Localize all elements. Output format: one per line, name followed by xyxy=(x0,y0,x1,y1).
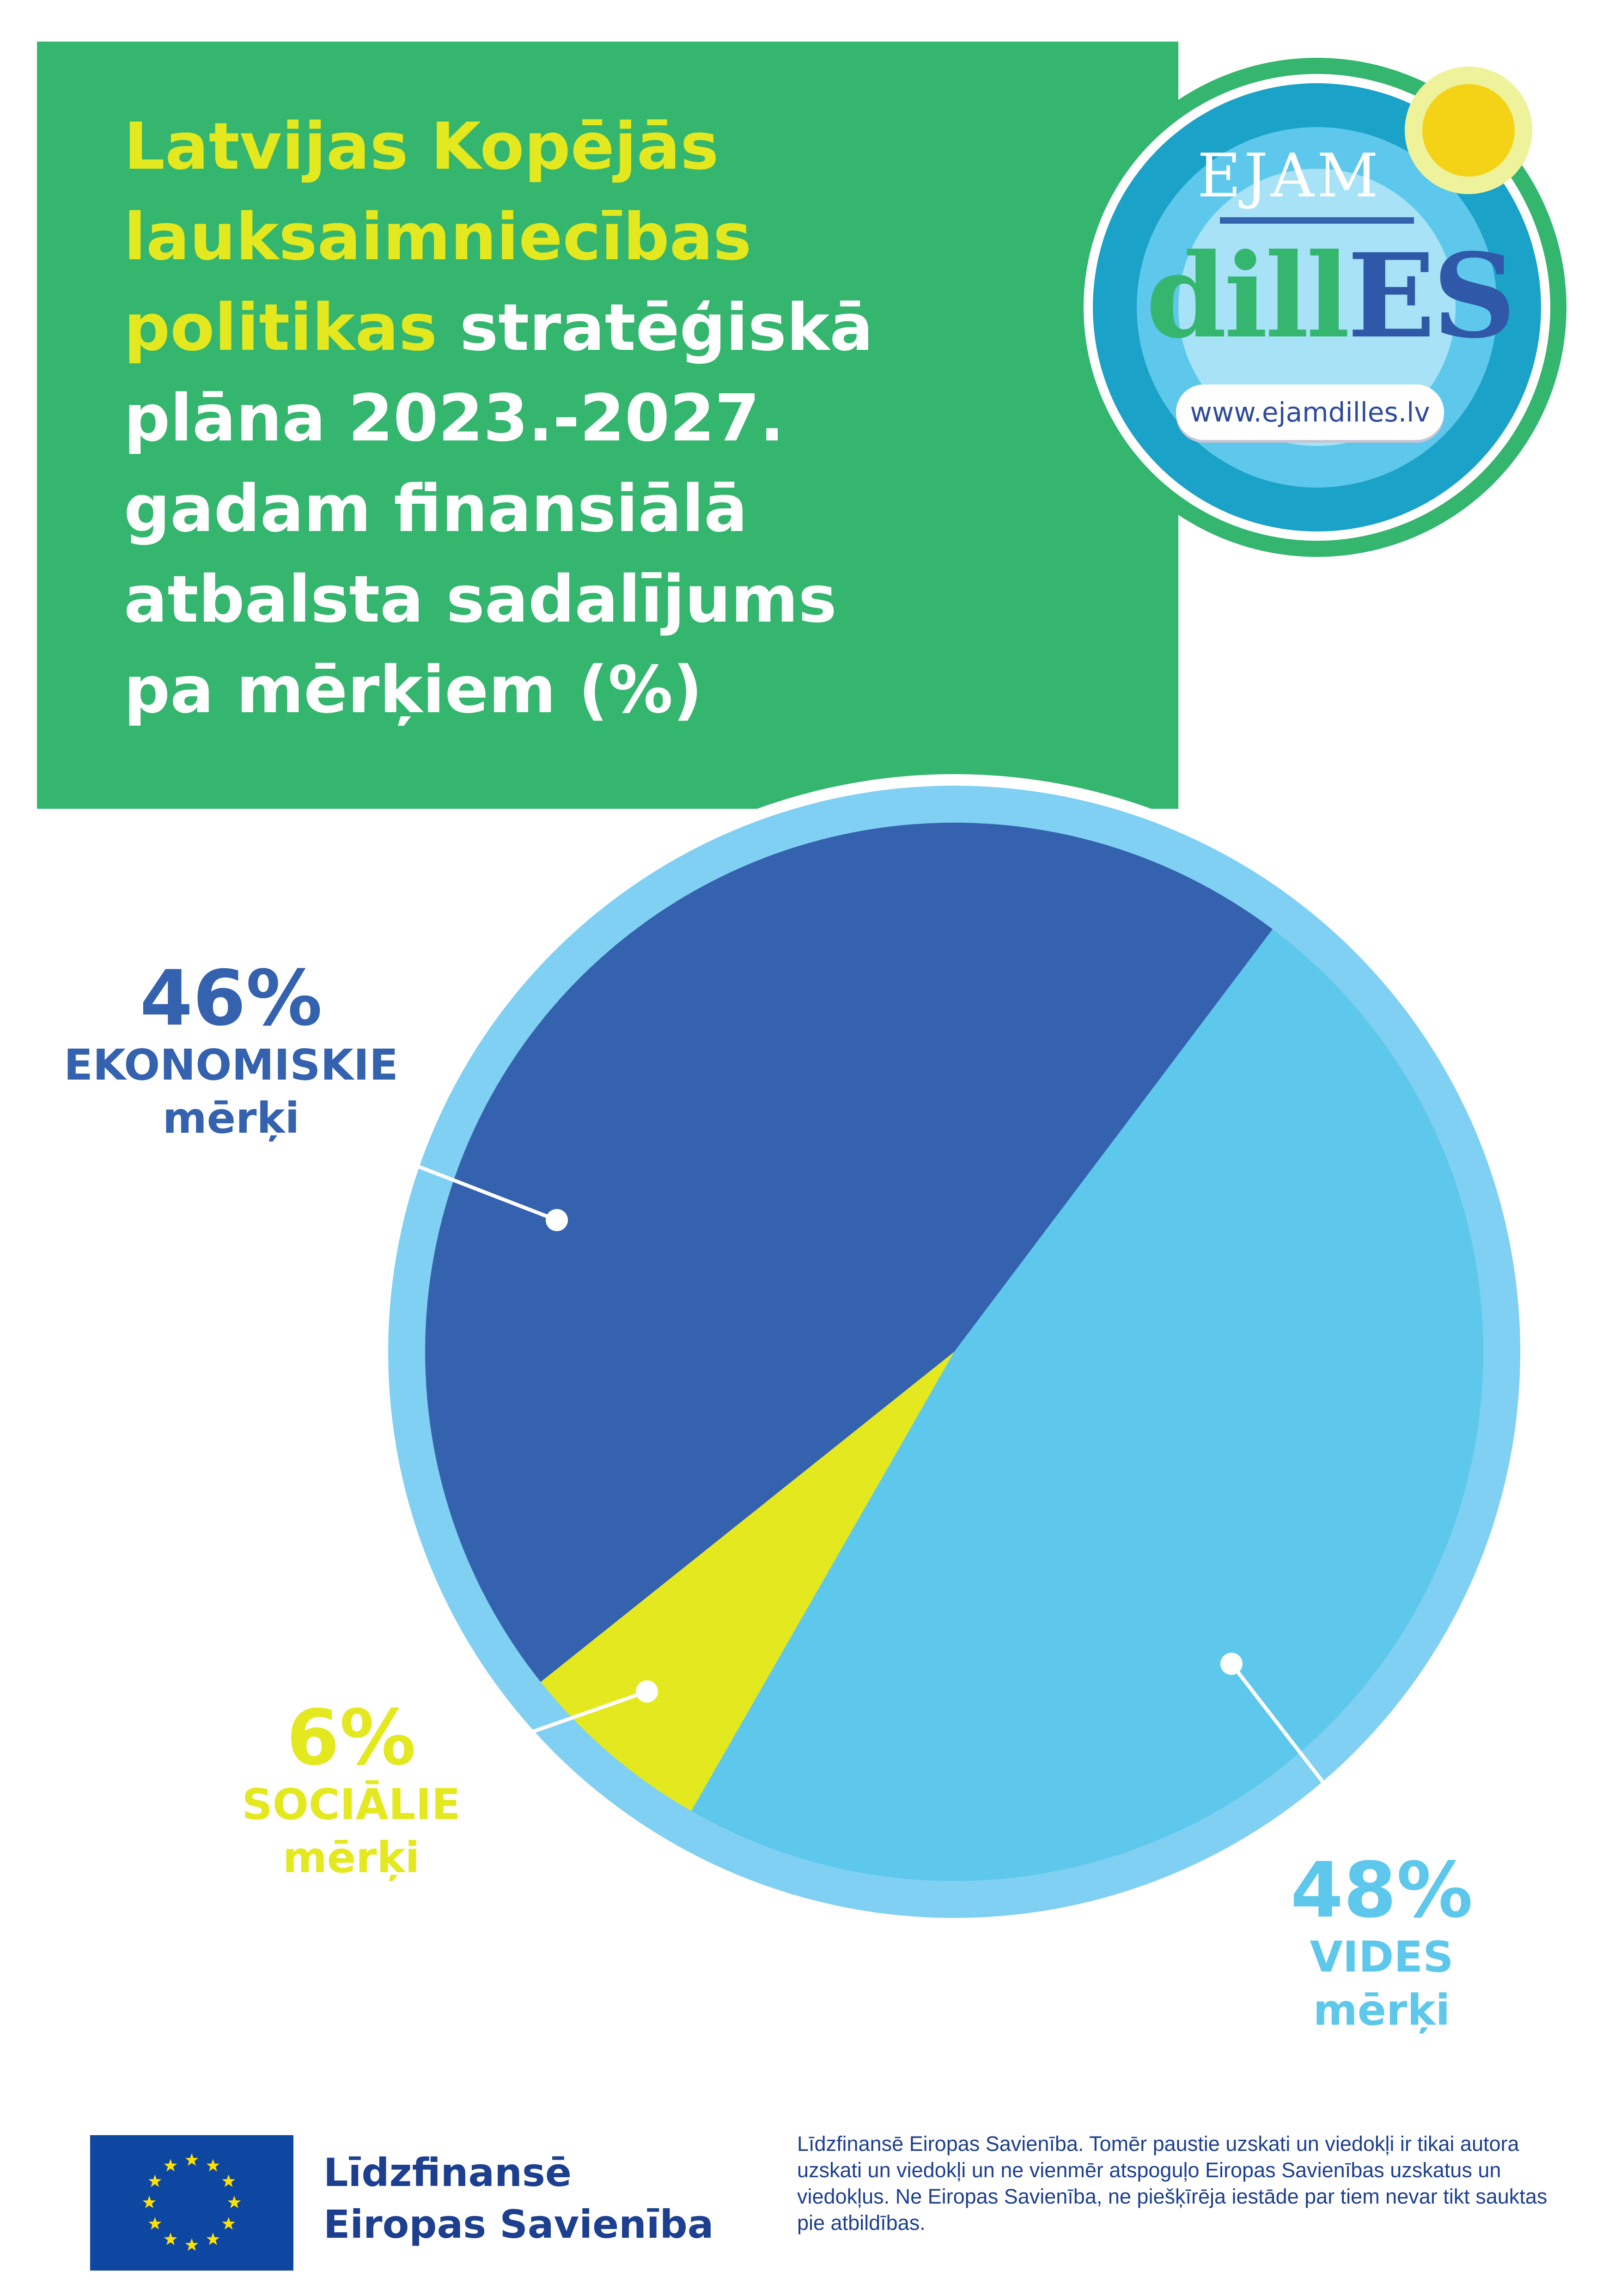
title-line-6: atbalsta sadalījums xyxy=(124,562,837,637)
eu-stars-icon xyxy=(142,2153,241,2251)
logo-es-text: ES xyxy=(1347,228,1516,364)
eu-star-icon xyxy=(185,2238,199,2251)
environmental-sub-label: mērķi xyxy=(1313,1985,1450,2035)
social-category-label: SOCIĀLIE xyxy=(242,1780,461,1829)
title-line-5: gadam finansiālā xyxy=(124,471,748,547)
economic-percent-label: 46% xyxy=(140,954,323,1043)
social-percent-label: 6% xyxy=(286,1693,416,1782)
leader-line-social xyxy=(521,1690,648,1737)
eu-star-icon xyxy=(148,2217,162,2230)
pie-slice-economic xyxy=(425,823,1273,1682)
logo-dilles-text: dillES xyxy=(1146,236,1516,356)
eu-star-icon xyxy=(142,2196,156,2209)
pie-slice-environmental xyxy=(691,929,1484,1881)
leader-dot-economic xyxy=(546,1209,568,1231)
title-highlight-line-1: Latvijas Kopējās xyxy=(124,109,719,184)
leader-dot-environmental xyxy=(1220,1653,1243,1675)
eu-star-icon xyxy=(227,2196,241,2209)
leader-dot-social xyxy=(636,1680,658,1703)
disclaimer-text: Līdzfinansē Eiropas Savienība. Tomēr pau… xyxy=(797,2132,1548,2235)
eu-line-2: Eiropas Savienība xyxy=(323,2202,714,2247)
logo-divider-line xyxy=(1220,217,1414,224)
title-background xyxy=(37,42,1178,809)
title-highlight-line-2: lauksaimniecības xyxy=(124,200,752,275)
economic-category-label: EKONOMISKIE xyxy=(64,1040,398,1090)
eu-cofinanced-text: Līdzfinansē Eiropas Savienība xyxy=(323,2147,713,2250)
title-line-3-rest: stratēģiskā xyxy=(437,290,873,366)
logo-ejam-text: EJAM xyxy=(1197,140,1381,211)
eu-star-icon xyxy=(164,2159,177,2172)
leader-line-environmental xyxy=(1230,1662,1328,1788)
logo-url[interactable]: www.ejamdilles.lv xyxy=(1176,385,1444,440)
title-line-7: pa mērķiem (%) xyxy=(124,653,703,728)
title-line-4: plāna 2023.-2027. xyxy=(124,381,785,456)
leader-line-economic xyxy=(415,1164,558,1222)
eu-star-icon xyxy=(164,2232,177,2245)
eu-star-icon xyxy=(185,2153,199,2166)
page-title: Latvijas Kopējās lauksaimniecības politika… xyxy=(124,102,1140,736)
eu-star-icon xyxy=(206,2159,220,2172)
eu-star-icon xyxy=(222,2217,235,2230)
environmental-category-label: VIDES xyxy=(1310,1932,1454,1982)
title-highlight-line-3: politikas xyxy=(124,290,438,366)
sun-icon xyxy=(1422,84,1515,177)
social-sub-label: mērķi xyxy=(282,1833,420,1882)
eu-star-icon xyxy=(148,2174,162,2187)
logo-dill-text: dill xyxy=(1146,228,1350,364)
logo-inner-disc xyxy=(1178,169,1456,446)
eu-star-icon xyxy=(222,2174,235,2187)
eu-star-icon xyxy=(206,2232,220,2245)
economic-sub-label: mērķi xyxy=(162,1093,300,1143)
eu-line-1: Līdzfinansē xyxy=(323,2150,572,2195)
eu-flag xyxy=(90,2135,293,2271)
environmental-percent-label: 48% xyxy=(1290,1846,1473,1935)
